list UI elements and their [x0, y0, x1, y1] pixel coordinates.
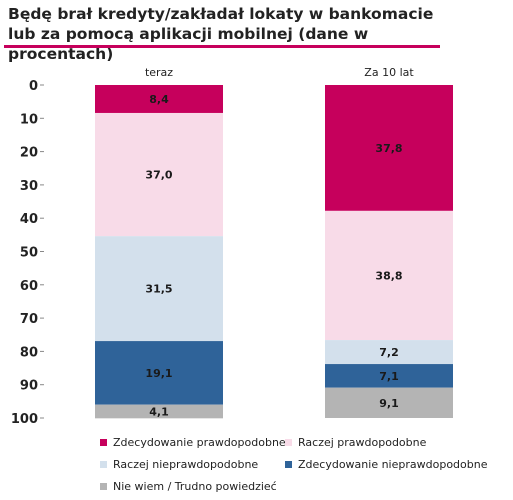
bar-segment — [325, 210, 453, 341]
y-tick-label: 90 — [20, 379, 38, 394]
category-label: Za 10 lat — [364, 66, 414, 79]
legend-label: Zdecydowanie prawdopodobne — [113, 436, 286, 449]
data-label: 19,1 — [145, 367, 172, 380]
y-tick-label: 40 — [20, 212, 38, 227]
legend-label: Raczej prawdopodobne — [298, 436, 427, 449]
chart-legend: Zdecydowanie prawdopodobne Raczej prawdop… — [100, 436, 510, 496]
legend-swatch — [285, 461, 292, 468]
chart-title: Będę brał kredyty/zakładał lokaty w bank… — [8, 5, 434, 63]
legend-item: Raczej prawdopodobne — [285, 436, 426, 449]
bar-segment — [95, 341, 223, 405]
legend-item: Nie wiem / Trudno powiedzieć — [100, 480, 277, 493]
bar-segment — [95, 112, 223, 237]
legend-item: Raczej nieprawdopodobne — [100, 458, 258, 471]
data-label: 31,5 — [145, 283, 172, 296]
y-tick-label: 30 — [20, 179, 38, 194]
title-underline — [4, 45, 440, 48]
legend-swatch — [100, 483, 107, 490]
legend-item: Zdecydowanie prawdopodobne — [100, 436, 286, 449]
bar-segment — [325, 85, 453, 211]
y-tick-label: 70 — [20, 312, 38, 327]
y-tick-label: 0 — [29, 79, 38, 94]
legend-label: Raczej nieprawdopodobne — [113, 458, 259, 471]
legend-item: Zdecydowanie nieprawdopodobne — [285, 458, 487, 471]
data-label: 7,2 — [379, 346, 399, 359]
bar-segment — [325, 364, 453, 388]
data-label: 37,8 — [375, 142, 402, 155]
legend-swatch — [100, 461, 107, 468]
legend-label: Nie wiem / Trudno powiedzieć — [113, 480, 277, 493]
y-tick-label: 50 — [20, 246, 38, 261]
bar-segment — [325, 387, 453, 418]
y-tick-label: 80 — [20, 345, 38, 360]
data-label: 7,1 — [379, 370, 399, 383]
data-label: 38,8 — [375, 269, 402, 282]
bar-segment — [95, 85, 223, 113]
legend-label: Zdecydowanie nieprawdopodobne — [298, 458, 488, 471]
bar-segment — [95, 236, 223, 342]
data-label: 4,1 — [149, 406, 169, 419]
y-tick-label: 10 — [20, 112, 38, 127]
category-label: teraz — [145, 66, 173, 79]
legend-swatch — [100, 439, 107, 446]
legend-swatch — [285, 439, 292, 446]
y-tick-label: 20 — [20, 146, 38, 161]
data-label: 9,1 — [379, 397, 399, 410]
y-tick-label: 60 — [20, 279, 38, 294]
y-tick-label: 100 — [11, 412, 38, 427]
stacked-bar-chart: 0 10 20 30 40 50 60 70 80 90 100 teraz Za 10 lat 8,4 3… — [11, 66, 453, 427]
bar-segment — [325, 340, 453, 365]
bar-segment — [95, 404, 223, 419]
data-label: 37,0 — [145, 169, 172, 182]
data-label: 8,4 — [149, 93, 169, 106]
